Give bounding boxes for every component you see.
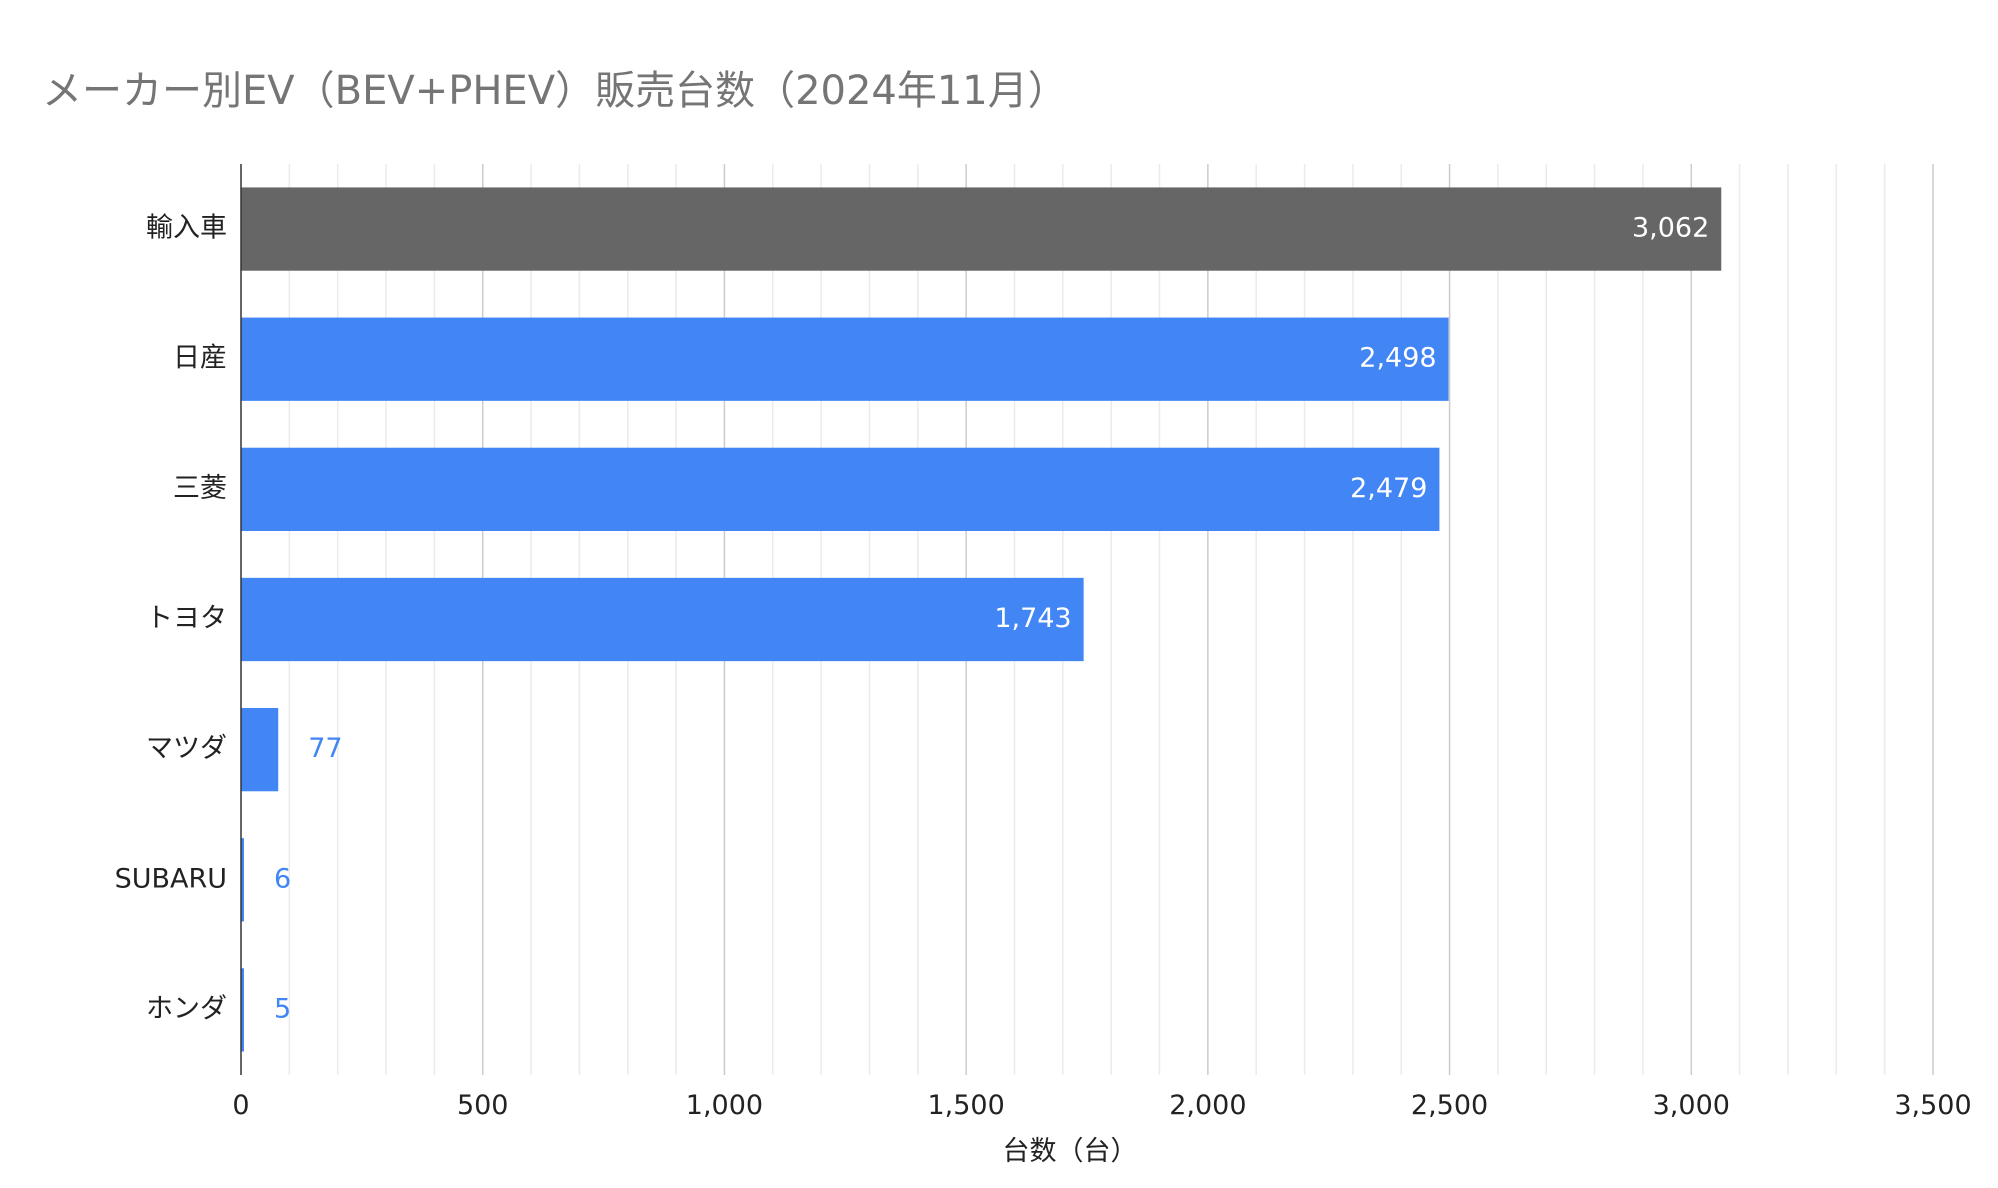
value-label: 5 — [274, 993, 291, 1024]
value-label: 2,498 — [1359, 343, 1436, 374]
data-labels: 3,062 2,498 2,479 1,743 77 6 5 — [274, 213, 1709, 1025]
x-tick-label: 500 — [457, 1090, 509, 1121]
category-label: 三菱 — [173, 473, 227, 504]
x-tick-label: 1,000 — [686, 1090, 763, 1121]
bar — [241, 187, 1722, 271]
chart-title: メーカー別EV（BEV+PHEV）販売台数（2024年11月） — [42, 68, 1068, 114]
category-label: SUBARU — [115, 863, 227, 894]
bar — [241, 317, 1449, 401]
bar — [241, 707, 279, 792]
value-label: 3,062 — [1632, 213, 1709, 244]
bar — [241, 577, 1084, 662]
category-label: 日産 — [173, 343, 227, 374]
value-label: 1,743 — [994, 603, 1071, 634]
value-label: 77 — [308, 733, 342, 764]
x-tick-label: 2,500 — [1411, 1090, 1488, 1121]
x-tick-label: 3,000 — [1653, 1090, 1730, 1121]
category-label: ホンダ — [146, 993, 227, 1024]
bar — [241, 838, 244, 922]
bars — [241, 187, 1722, 1052]
x-tick-label: 1,500 — [927, 1090, 1004, 1121]
x-tick-label: 0 — [232, 1090, 249, 1121]
x-axis-title: 台数（台） — [1003, 1136, 1138, 1167]
bar — [241, 968, 244, 1052]
bar — [241, 447, 1440, 532]
x-tick-label: 2,000 — [1169, 1090, 1246, 1121]
category-label: トヨタ — [146, 603, 227, 634]
x-tick-label: 3,500 — [1894, 1090, 1971, 1121]
value-label: 6 — [274, 863, 291, 894]
category-label: マツダ — [146, 733, 227, 764]
category-label: 輸入車 — [146, 213, 227, 244]
value-label: 2,479 — [1350, 473, 1427, 504]
